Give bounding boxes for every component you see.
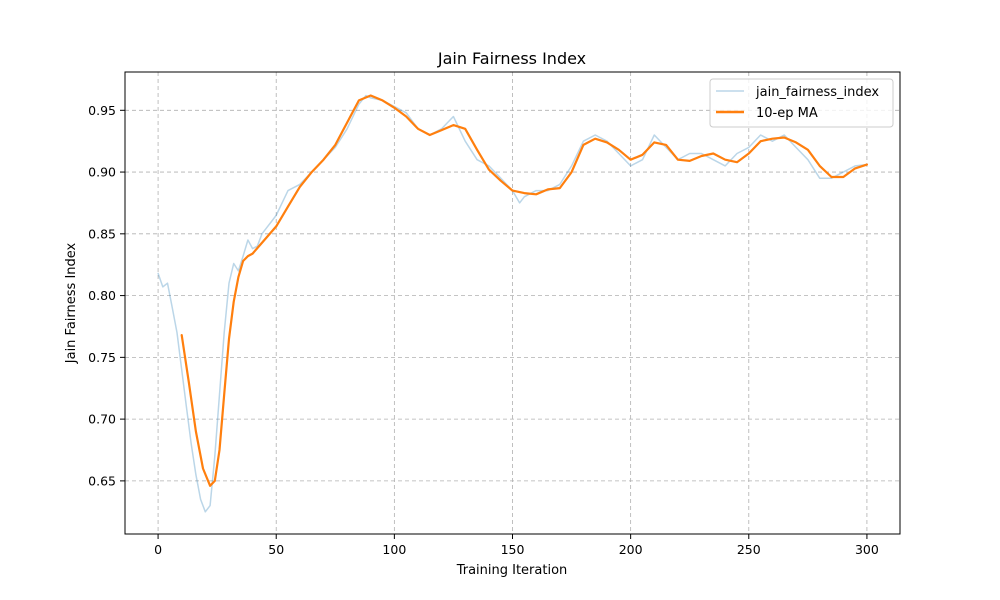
x-tick-label: 150 <box>501 542 525 557</box>
x-tick-label: 100 <box>382 542 406 557</box>
y-tick-label: 0.90 <box>88 165 116 180</box>
y-axis-label: Jain Fairness Index <box>64 242 79 364</box>
chart-title: Jain Fairness Index <box>437 49 586 68</box>
x-axis-ticks: 0 50 100 150 200 250 300 <box>154 534 879 557</box>
y-tick-label: 0.70 <box>88 412 116 427</box>
y-tick-label: 0.75 <box>88 350 116 365</box>
x-tick-label: 50 <box>268 542 284 557</box>
legend: jain_fairness_index 10-ep MA <box>709 78 894 128</box>
y-tick-label: 0.95 <box>88 103 116 118</box>
series-line-moving-average <box>180 94 869 487</box>
x-axis-label: Training Iteration <box>456 563 568 578</box>
x-tick-label: 200 <box>619 542 643 557</box>
legend-label-raw: jain_fairness_index <box>755 85 879 100</box>
x-tick-label: 300 <box>855 542 879 557</box>
x-tick-label: 250 <box>737 542 761 557</box>
series-layer <box>157 94 869 513</box>
legend-box <box>709 78 894 128</box>
y-tick-label: 0.65 <box>88 473 116 488</box>
y-tick-label: 0.80 <box>88 288 116 303</box>
legend-label-ma: 10-ep MA <box>756 106 818 121</box>
x-tick-label: 0 <box>154 542 162 557</box>
y-axis-ticks: 0.65 0.70 0.75 0.80 0.85 0.90 0.95 <box>88 103 125 488</box>
y-tick-label: 0.85 <box>88 226 116 241</box>
grid <box>125 72 900 534</box>
